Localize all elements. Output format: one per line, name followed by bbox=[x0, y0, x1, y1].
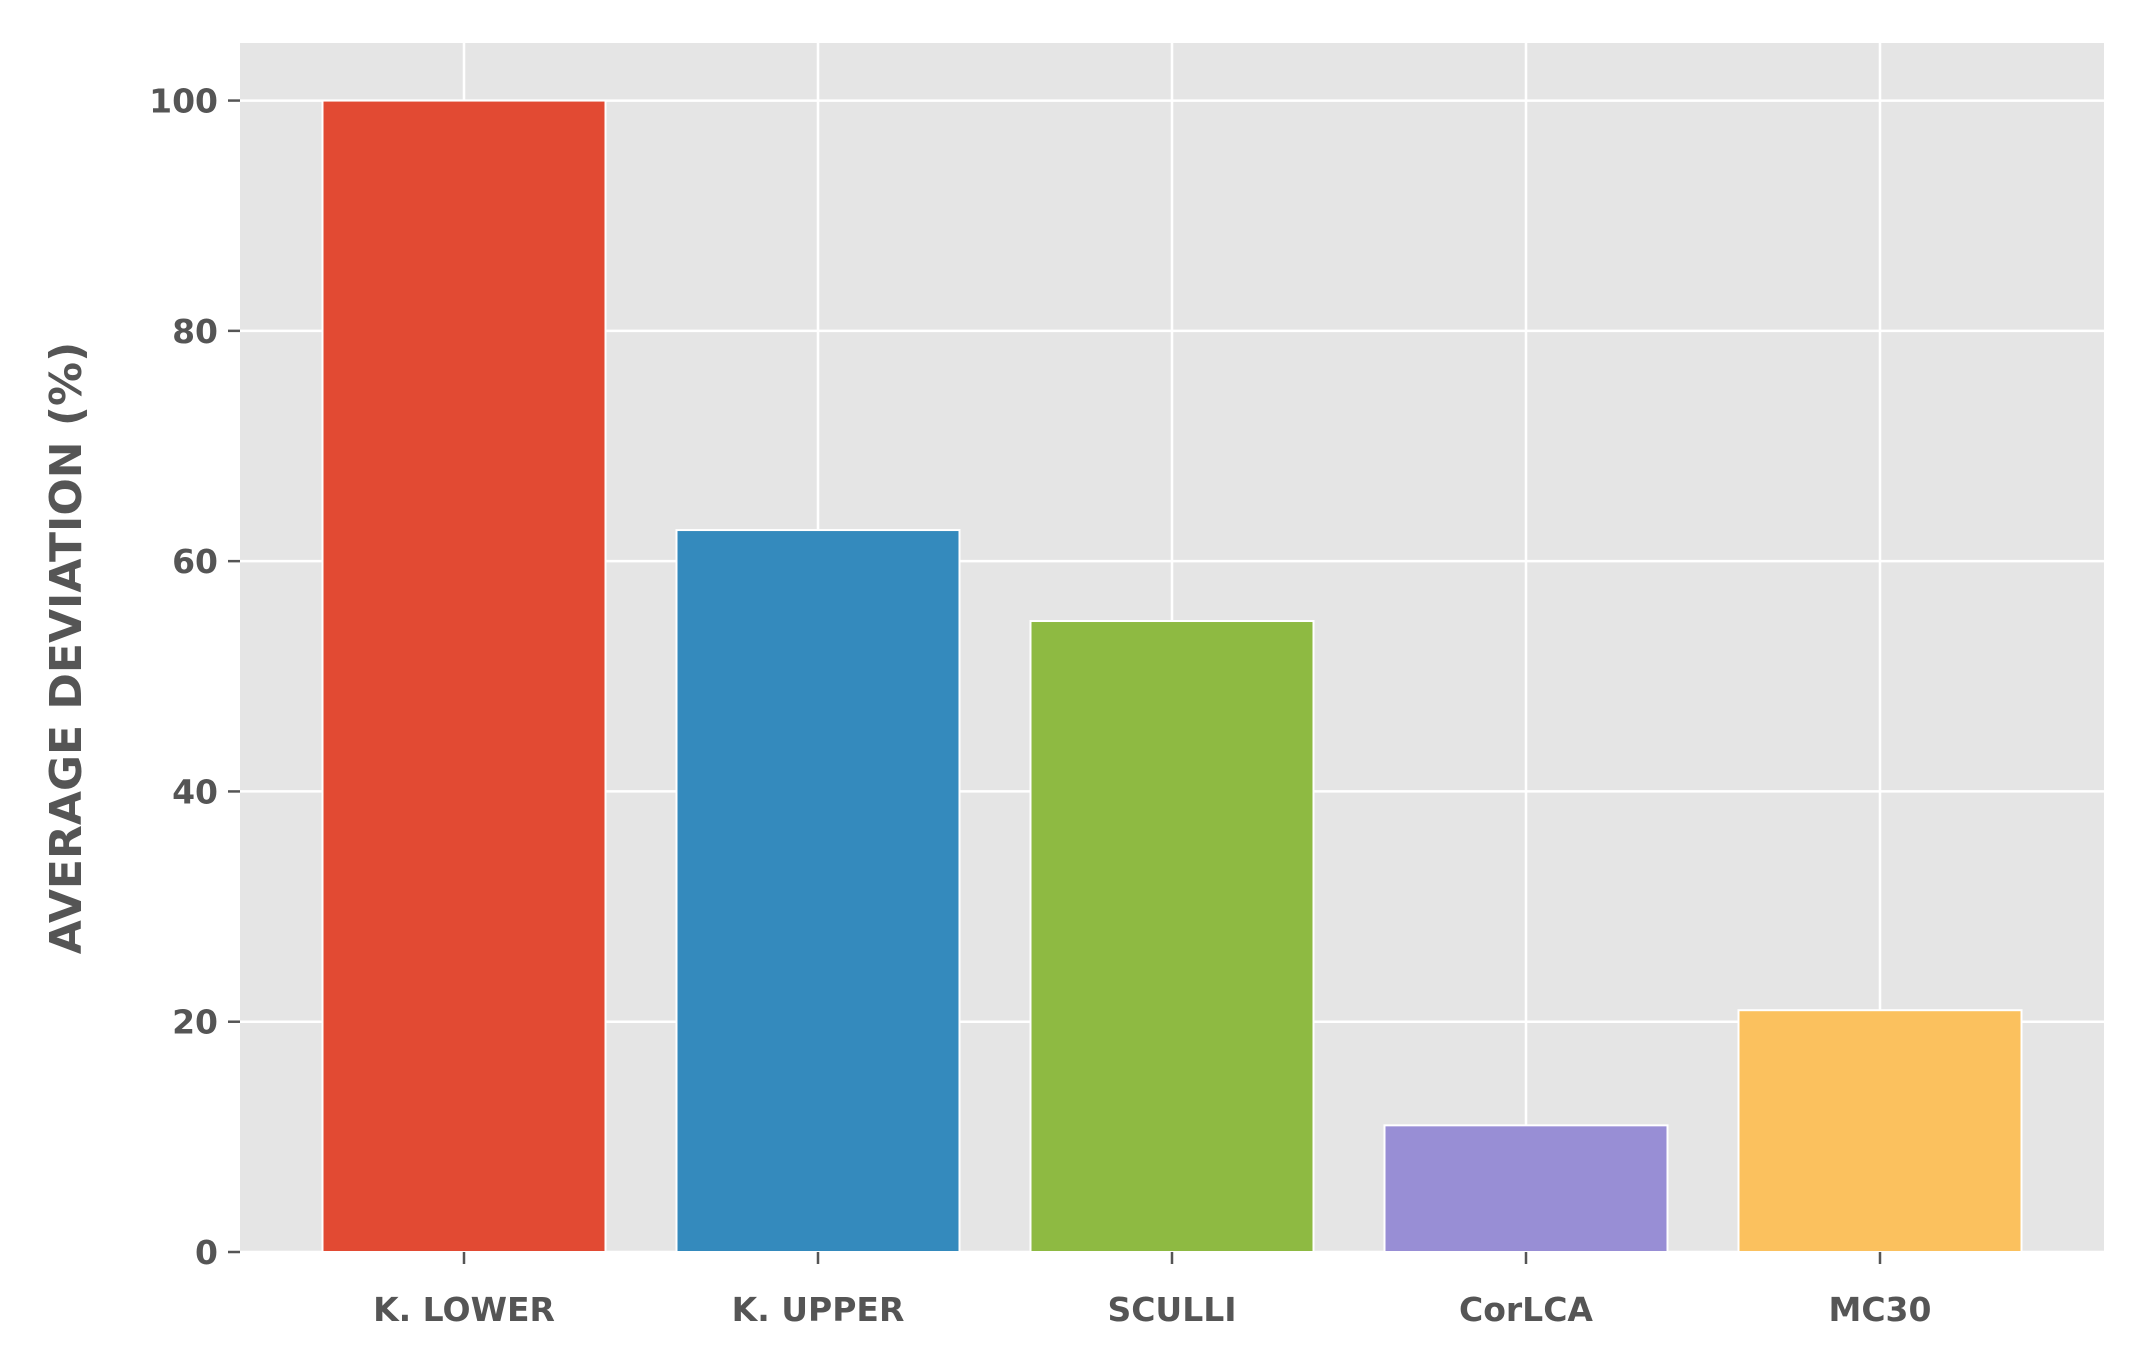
x-tick-label: CorLCA bbox=[1459, 1290, 1593, 1329]
x-tick-label: SCULLI bbox=[1107, 1290, 1236, 1329]
y-tick-label: 60 bbox=[172, 542, 218, 581]
x-tick-label: K. LOWER bbox=[373, 1290, 555, 1329]
bar-corlca bbox=[1383, 1124, 1669, 1254]
bar-k-upper bbox=[675, 529, 961, 1253]
x-tick-label: MC30 bbox=[1829, 1290, 1932, 1329]
x-axis-ticks: K. LOWER K. UPPER SCULLI CorLCA MC30 bbox=[373, 1252, 1931, 1329]
y-tick-label: 40 bbox=[172, 772, 218, 811]
y-tick-label: 0 bbox=[195, 1233, 218, 1272]
bar-sculli bbox=[1029, 620, 1315, 1253]
bars bbox=[321, 99, 2023, 1254]
y-tick-label: 20 bbox=[172, 1003, 218, 1042]
x-tick-label: K. UPPER bbox=[732, 1290, 905, 1329]
y-tick-label: 100 bbox=[149, 82, 218, 121]
y-axis-label: AVERAGE DEVIATION (%) bbox=[41, 342, 92, 954]
bar-k-lower bbox=[321, 99, 607, 1254]
y-tick-label: 80 bbox=[172, 312, 218, 351]
y-axis-ticks: 0 20 40 60 80 100 bbox=[149, 82, 240, 1272]
bar-mc30 bbox=[1737, 1009, 2023, 1254]
